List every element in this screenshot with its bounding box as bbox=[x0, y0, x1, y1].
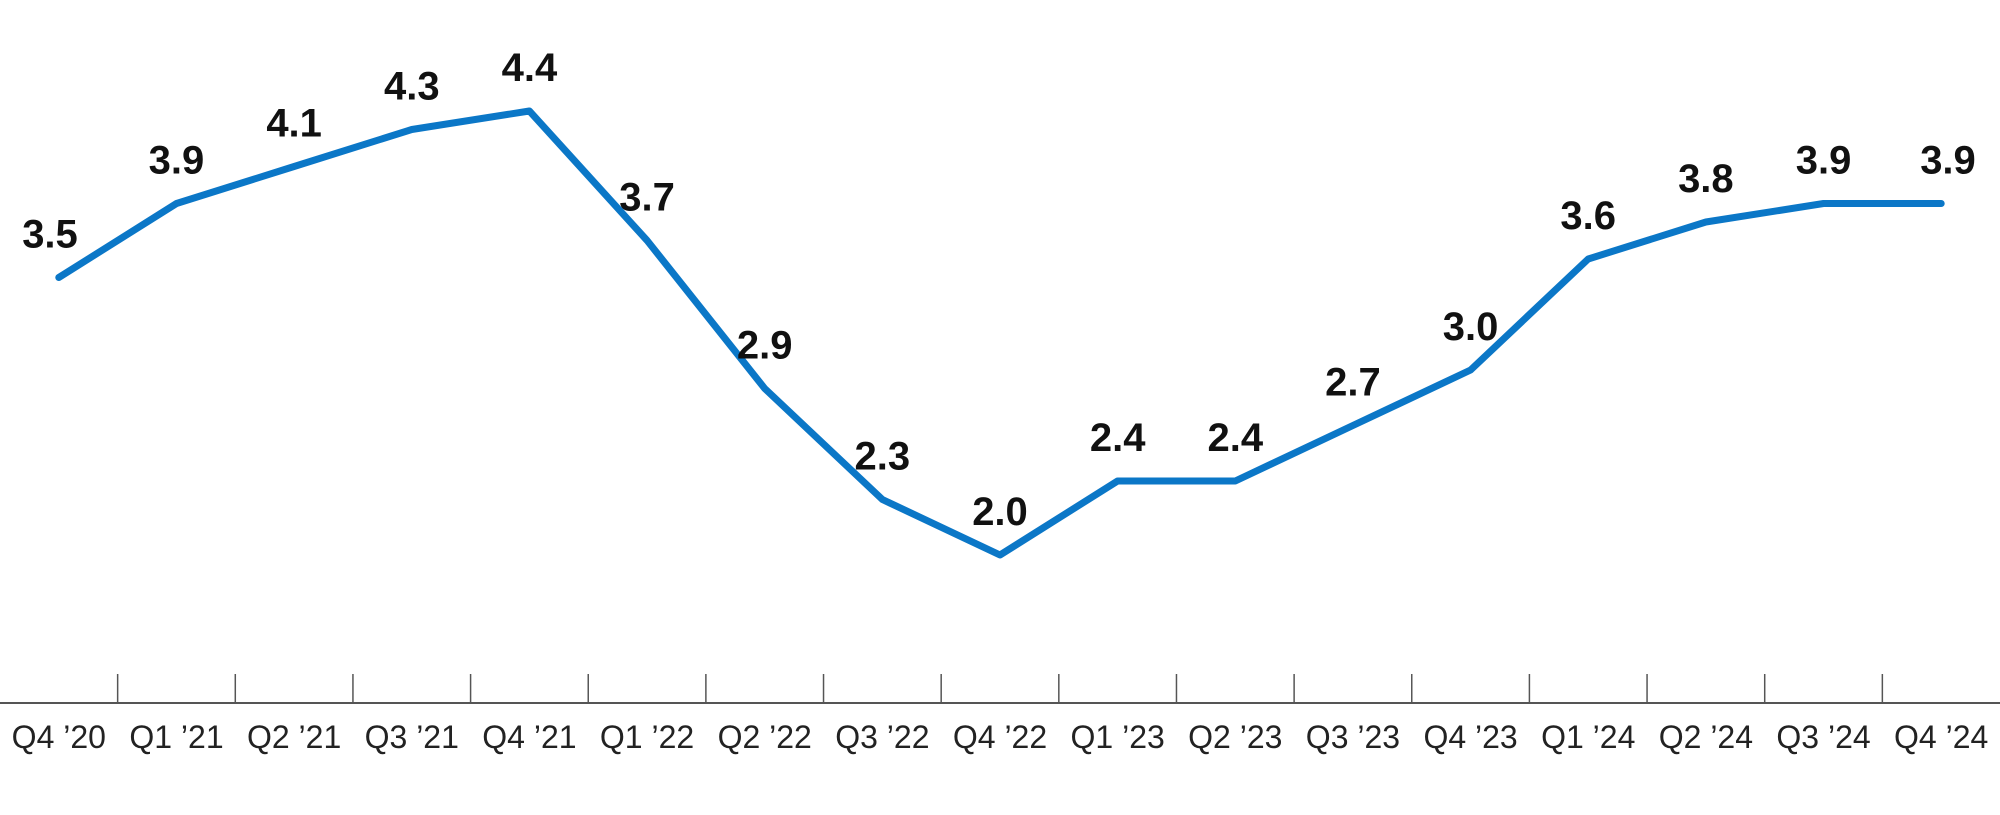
data-label: 3.8 bbox=[1678, 157, 1734, 201]
data-label: 2.7 bbox=[1325, 361, 1381, 405]
data-label: 3.9 bbox=[1796, 139, 1852, 183]
data-label: 3.7 bbox=[619, 176, 675, 220]
x-axis-ticks bbox=[116, 674, 1884, 703]
x-tick-label: Q3 ’24 bbox=[1776, 719, 1870, 755]
data-label: 3.9 bbox=[149, 139, 205, 183]
data-label: 3.5 bbox=[22, 213, 78, 257]
x-axis-tick-labels: Q4 ’20 Q1 ’21 Q2 ’21 Q3 ’21 Q4 ’21 Q1 ’22 Q2 ’… bbox=[12, 719, 1989, 755]
x-tick-label: Q2 ’22 bbox=[718, 719, 812, 755]
series-line bbox=[55, 107, 1945, 559]
x-tick-label: Q3 ’22 bbox=[835, 719, 929, 755]
data-label: 2.4 bbox=[1090, 416, 1146, 460]
x-tick-label: Q4 ’22 bbox=[953, 719, 1047, 755]
x-tick-label: Q2 ’23 bbox=[1188, 719, 1282, 755]
data-label: 2.9 bbox=[737, 324, 793, 368]
x-tick-label: Q4 ’23 bbox=[1423, 719, 1517, 755]
data-label: 2.3 bbox=[855, 435, 911, 479]
data-label: 3.6 bbox=[1560, 194, 1616, 238]
data-label: 4.3 bbox=[384, 65, 440, 109]
data-label: 3.9 bbox=[1920, 139, 1976, 183]
data-label: 3.0 bbox=[1443, 305, 1499, 349]
x-tick-label: Q1 ’22 bbox=[600, 719, 694, 755]
x-tick-label: Q2 ’21 bbox=[247, 719, 341, 755]
x-tick-label: Q3 ’21 bbox=[365, 719, 459, 755]
data-labels: 3.5 3.9 4.1 4.3 4.4 3.7 2.9 2.3 2.0 2.4 2.4 2.7 3.0 3… bbox=[22, 46, 1976, 534]
x-tick-label: Q4 ’21 bbox=[482, 719, 576, 755]
x-tick-label: Q2 ’24 bbox=[1659, 719, 1753, 755]
data-label: 4.1 bbox=[266, 102, 322, 146]
x-tick-label: Q1 ’24 bbox=[1541, 719, 1635, 755]
data-label: 2.4 bbox=[1207, 416, 1263, 460]
data-label: 4.4 bbox=[502, 46, 558, 90]
x-tick-label: Q4 ’20 bbox=[12, 719, 106, 755]
x-tick-label: Q1 ’23 bbox=[1071, 719, 1165, 755]
x-tick-label: Q4 ’24 bbox=[1894, 719, 1988, 755]
data-label: 2.0 bbox=[972, 490, 1028, 534]
x-tick-label: Q1 ’21 bbox=[129, 719, 223, 755]
x-tick-label: Q3 ’23 bbox=[1306, 719, 1400, 755]
